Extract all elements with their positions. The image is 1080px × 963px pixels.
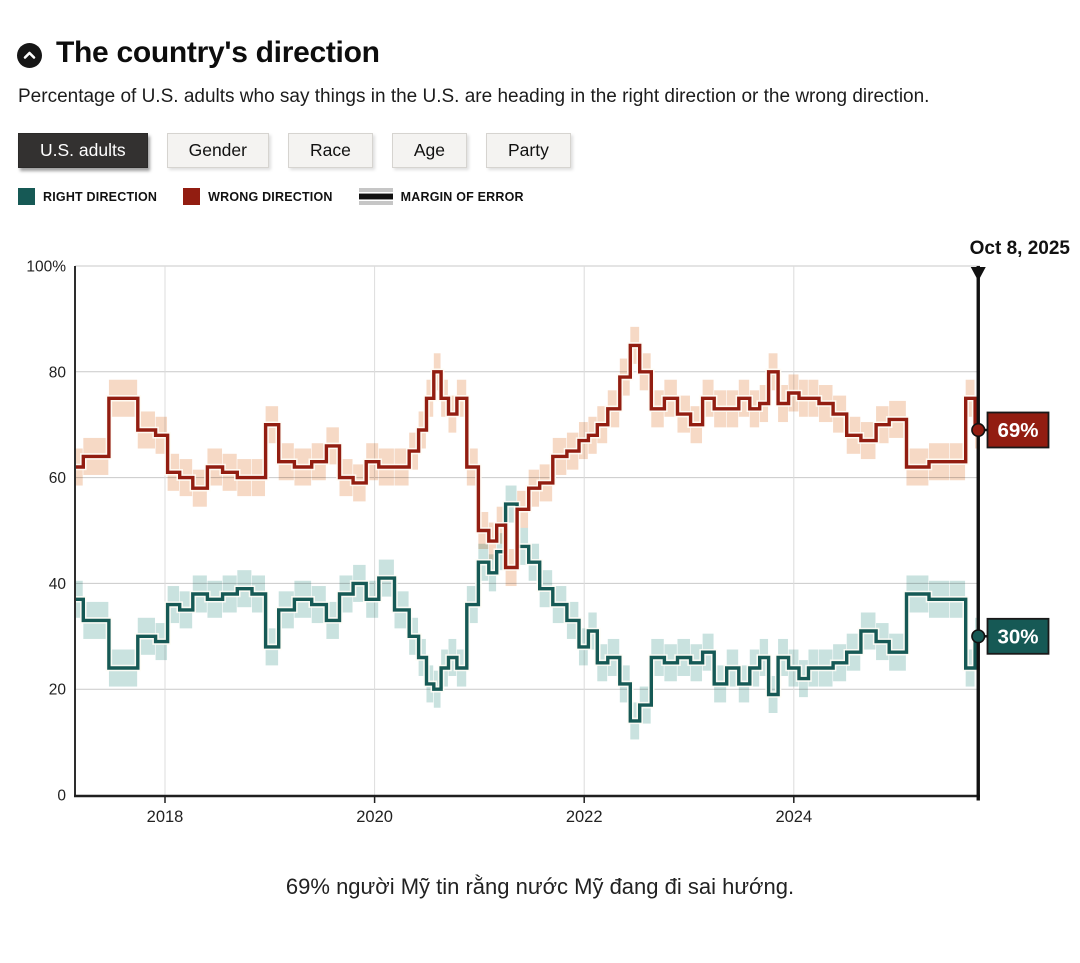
chart-caption: 69% người Mỹ tin rằng nước Mỹ đang đi sa… [285, 874, 795, 899]
wrong-direction-line [75, 343, 979, 570]
legend-label: MARGIN OF ERROR [400, 189, 524, 204]
legend-item-right-direction: RIGHT DIRECTION [18, 188, 157, 205]
svg-text:2020: 2020 [356, 808, 393, 826]
tab-us-adults[interactable]: U.S. adults [18, 133, 148, 168]
svg-text:40: 40 [49, 576, 67, 593]
svg-text:80: 80 [49, 364, 67, 381]
wrong-direction-end-label: 69% [997, 419, 1038, 442]
marker-date-label: Oct 8, 2025 [970, 238, 1071, 259]
chart-area[interactable]: 100% 80 60 40 20 0 2018 2020 2022 2024 Oct 8, 2025… [0, 225, 1080, 850]
right-direction-swatch-icon [18, 188, 35, 205]
svg-text:60: 60 [49, 470, 67, 487]
svg-text:2022: 2022 [566, 808, 603, 826]
right-direction-label-box [986, 617, 1050, 655]
tab-gender[interactable]: Gender [166, 133, 269, 168]
right-direction-end-label: 30% [997, 625, 1038, 648]
collapse-button[interactable] [17, 43, 42, 68]
svg-text:100%: 100% [26, 259, 66, 276]
tab-race[interactable]: Race [287, 133, 373, 168]
legend-label: RIGHT DIRECTION [43, 189, 158, 204]
right-direction-line [75, 502, 979, 723]
chart-legend: RIGHT DIRECTION WRONG DIRECTION MARGIN O… [18, 188, 524, 205]
legend-item-wrong-direction: WRONG DIRECTION [183, 188, 333, 205]
wrong-direction-end-dot [971, 422, 986, 438]
margin-of-error-swatch-icon [358, 188, 393, 205]
svg-text:2024: 2024 [775, 808, 812, 826]
axes [74, 266, 980, 803]
right-direction-end-dot [971, 629, 986, 644]
y-axis-labels: 100% 80 60 40 20 0 [26, 259, 66, 805]
direction-step-chart: 100% 80 60 40 20 0 2018 2020 2022 2024 Oct 8, 2025… [26, 238, 1071, 826]
legend-item-margin-of-error: MARGIN OF ERROR [358, 188, 524, 205]
svg-text:0: 0 [57, 788, 66, 805]
page-title: The country's direction [56, 36, 380, 69]
svg-text:20: 20 [49, 682, 67, 699]
wrong-direction-swatch-icon [183, 188, 201, 205]
x-axis-labels: 2018 2020 2022 2024 [147, 808, 813, 826]
wrong-direction-label-box [986, 411, 1050, 449]
chevron-up-icon [23, 51, 36, 59]
demographic-tabs: U.S. adults Gender Race Age Party [18, 133, 571, 168]
chart-subtitle: Percentage of U.S. adults who say things… [18, 86, 930, 107]
legend-label: WRONG DIRECTION [208, 189, 333, 204]
tab-party[interactable]: Party [485, 133, 571, 168]
tab-age[interactable]: Age [391, 133, 467, 168]
marker-triangle-icon [970, 267, 986, 281]
svg-text:2018: 2018 [147, 808, 184, 826]
